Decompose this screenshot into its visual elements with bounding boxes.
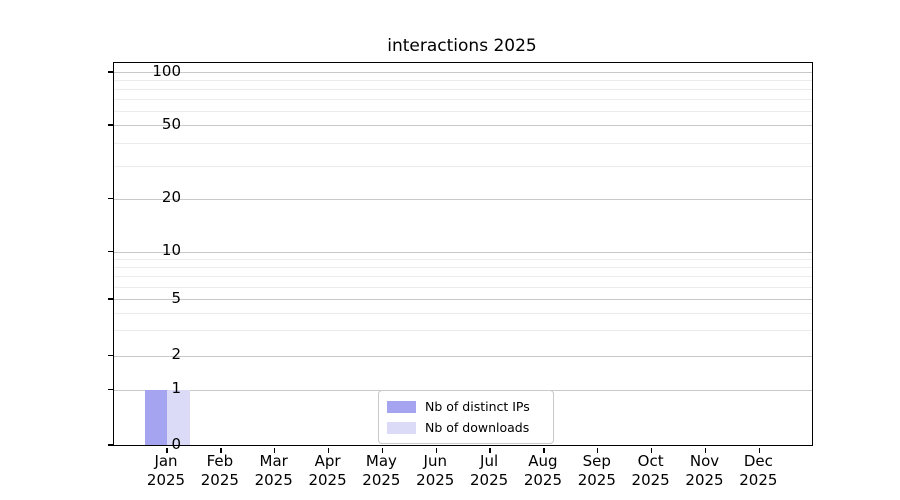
- y-gridline-major: [114, 251, 812, 253]
- y-gridline-minor: [114, 266, 812, 268]
- x-tick-mark: [543, 448, 545, 453]
- y-gridline-major: [114, 72, 812, 73]
- x-tick-month: May: [365, 452, 397, 470]
- x-tick-month: Dec: [743, 452, 773, 470]
- y-tick-mark: [107, 124, 113, 126]
- legend: Nb of distinct IPs Nb of downloads: [378, 390, 554, 444]
- x-tick-year: 2025: [739, 471, 778, 489]
- y-gridline-minor: [114, 142, 812, 144]
- y-tick-label: 100: [152, 61, 181, 80]
- x-tick-year: 2025: [146, 471, 186, 489]
- bar-downloads: [167, 389, 190, 445]
- y-gridline-minor: [114, 330, 812, 332]
- y-gridline-minor: [114, 80, 812, 82]
- legend-label-distinct-ips: Nb of distinct IPs: [425, 399, 530, 414]
- plot-area: [107, 62, 813, 453]
- legend-label-downloads: Nb of downloads: [425, 420, 530, 435]
- x-tick-mark: [166, 448, 168, 453]
- y-tick-mark: [107, 198, 113, 200]
- legend-swatch-downloads: [387, 421, 416, 434]
- x-tick-year: 2025: [200, 471, 239, 489]
- x-tick-month: Mar: [259, 452, 288, 470]
- y-gridline-major: [114, 125, 812, 126]
- y-gridline-minor: [114, 111, 812, 113]
- x-tick-year: 2025: [631, 471, 670, 489]
- x-tick-mark: [327, 448, 330, 453]
- x-tick-label: Jan 2025: [131, 452, 201, 490]
- x-tick-label: Sep 2025: [562, 452, 632, 490]
- y-tick-label: 1: [171, 379, 181, 397]
- x-tick-mark: [274, 448, 276, 453]
- y-tick-label: 50: [161, 114, 181, 133]
- y-tick-mark: [107, 298, 113, 300]
- x-tick-month: Jan: [154, 452, 178, 470]
- y-gridline-minor: [114, 99, 812, 101]
- x-tick-label: May 2025: [346, 452, 416, 490]
- x-tick-label: Dec 2025: [723, 452, 793, 490]
- x-tick-year: 2025: [685, 471, 724, 489]
- x-tick-mark: [758, 448, 761, 453]
- x-tick-label: Feb 2025: [185, 452, 255, 490]
- x-tick-year: 2025: [308, 471, 347, 489]
- x-tick-month: Jul: [480, 452, 499, 470]
- x-tick-label: Apr 2025: [293, 452, 363, 490]
- y-tick-label: 2: [171, 345, 181, 363]
- y-gridline-minor: [114, 89, 812, 91]
- x-tick-label: Jun 2025: [400, 452, 470, 490]
- x-tick-month: Sep: [582, 452, 611, 470]
- bar-distinct-ips: [144, 389, 167, 445]
- x-tick-label: Nov 2025: [670, 452, 740, 490]
- y-gridline-major: [114, 198, 812, 200]
- x-tick-label: Oct 2025: [616, 452, 686, 490]
- chart-title: interactions 2025: [387, 36, 537, 56]
- x-tick-mark: [220, 448, 222, 453]
- x-tick-label: Aug 2025: [508, 452, 578, 490]
- y-gridline-major: [114, 355, 812, 357]
- y-tick-mark: [107, 71, 113, 73]
- x-tick-month: Jun: [423, 452, 447, 470]
- y-tick-mark: [107, 354, 113, 357]
- x-tick-mark: [650, 448, 653, 453]
- y-gridline-minor: [114, 258, 812, 260]
- x-tick-month: Apr: [314, 452, 341, 470]
- x-tick-month: Feb: [206, 452, 234, 470]
- x-tick-mark: [704, 448, 707, 453]
- x-tick-year: 2025: [470, 471, 509, 489]
- y-gridline-major: [114, 299, 812, 300]
- x-tick-month: Aug: [528, 452, 558, 470]
- x-tick-month: Oct: [637, 452, 664, 470]
- x-tick-year: 2025: [416, 471, 455, 489]
- y-tick-mark: [107, 444, 113, 446]
- x-tick-year: 2025: [362, 471, 401, 489]
- y-tick-mark: [107, 250, 113, 253]
- y-tick-label: 0: [171, 434, 181, 453]
- legend-row-downloads: Nb of downloads: [387, 417, 544, 438]
- x-tick-label: Mar 2025: [239, 452, 309, 490]
- y-tick-mark: [107, 388, 113, 391]
- y-gridline-minor: [114, 312, 812, 314]
- x-tick-mark: [435, 448, 437, 453]
- y-tick-label: 20: [161, 188, 181, 207]
- y-gridline-minor: [114, 275, 812, 277]
- y-tick-label: 5: [171, 288, 181, 307]
- x-tick-mark: [489, 448, 491, 453]
- x-tick-year: 2025: [577, 471, 616, 489]
- x-tick-year: 2025: [254, 471, 293, 489]
- legend-swatch-distinct-ips: [387, 400, 416, 413]
- x-tick-label: Jul 2025: [454, 452, 524, 490]
- x-tick-mark: [597, 448, 599, 453]
- x-tick-mark: [381, 448, 384, 453]
- x-tick-month: Nov: [689, 452, 720, 470]
- legend-row-distinct-ips: Nb of distinct IPs: [387, 396, 544, 417]
- y-tick-label: 10: [161, 241, 181, 259]
- x-tick-year: 2025: [523, 471, 563, 489]
- y-gridline-minor: [114, 166, 812, 168]
- y-gridline-minor: [114, 286, 812, 288]
